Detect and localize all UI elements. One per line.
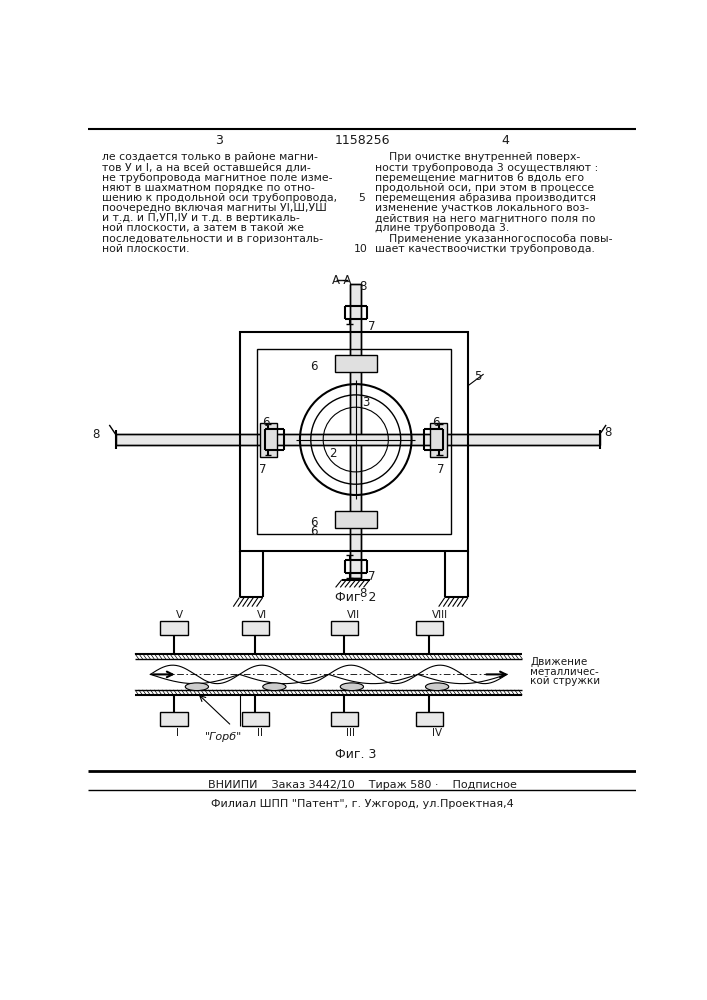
Bar bbox=[335, 355, 378, 372]
Bar bbox=[242, 621, 269, 635]
Text: При очистке внутренней поверх-: При очистке внутренней поверх- bbox=[375, 152, 580, 162]
Text: 5: 5 bbox=[474, 370, 481, 383]
Bar bbox=[260, 423, 277, 457]
Bar bbox=[331, 712, 358, 726]
Text: шению к продольной оси трубопровода,: шению к продольной оси трубопровода, bbox=[103, 193, 337, 203]
Text: и т.д. и П,УП,IУ и т.д. в вертикаль-: и т.д. и П,УП,IУ и т.д. в вертикаль- bbox=[103, 213, 300, 223]
Bar bbox=[416, 621, 443, 635]
Text: последовательности и в горизонталь-: последовательности и в горизонталь- bbox=[103, 234, 323, 244]
Text: ной плоскости.: ной плоскости. bbox=[103, 244, 189, 254]
Text: действия на него магнитного поля по: действия на него магнитного поля по bbox=[375, 213, 595, 223]
Bar bbox=[335, 511, 378, 528]
Text: 8: 8 bbox=[360, 280, 367, 293]
Text: тов У и I, а на всей оставшейся дли-: тов У и I, а на всей оставшейся дли- bbox=[103, 163, 311, 173]
Text: продольной оси, при этом в процессе: продольной оси, при этом в процессе bbox=[375, 183, 595, 193]
Text: 6: 6 bbox=[310, 516, 317, 529]
Text: няют в шахматном порядке по отно-: няют в шахматном порядке по отно- bbox=[103, 183, 315, 193]
Text: I: I bbox=[176, 728, 179, 738]
Bar bbox=[430, 423, 448, 457]
Text: 7: 7 bbox=[259, 463, 267, 476]
Text: 3: 3 bbox=[362, 396, 369, 409]
Text: 8: 8 bbox=[604, 426, 611, 439]
Text: VI: VI bbox=[257, 610, 267, 620]
Text: 6: 6 bbox=[310, 525, 317, 538]
Text: ной плоскости, а затем в такой же: ной плоскости, а затем в такой же bbox=[103, 223, 304, 233]
Text: Филиал ШПП "Патент", г. Ужгород, ул.Проектная,4: Филиал ШПП "Патент", г. Ужгород, ул.Прое… bbox=[211, 799, 513, 809]
Text: поочередно включая магниты УI,Ш,УШ: поочередно включая магниты УI,Ш,УШ bbox=[103, 203, 327, 213]
Text: 6: 6 bbox=[310, 360, 317, 373]
Text: Фиг. 3: Фиг. 3 bbox=[335, 748, 376, 761]
Text: Фиг. 2: Фиг. 2 bbox=[335, 591, 376, 604]
Ellipse shape bbox=[263, 683, 286, 691]
Bar bbox=[416, 712, 443, 726]
Text: 6: 6 bbox=[432, 416, 439, 429]
Text: VII: VII bbox=[346, 610, 360, 620]
Text: "Горб": "Горб" bbox=[204, 732, 242, 742]
Text: металличес-: металличес- bbox=[530, 667, 599, 677]
Bar bbox=[242, 712, 269, 726]
Text: Движение: Движение bbox=[530, 657, 588, 667]
Text: 10: 10 bbox=[354, 244, 368, 254]
Text: перемещения абразива производится: перемещения абразива производится bbox=[375, 193, 596, 203]
Bar bbox=[115, 434, 600, 445]
Text: ности трубопровода 3 осуществляют :: ности трубопровода 3 осуществляют : bbox=[375, 163, 598, 173]
Text: Применение указанногоспособа повы-: Применение указанногоспособа повы- bbox=[375, 234, 613, 244]
Bar bbox=[160, 712, 187, 726]
Bar bbox=[351, 284, 361, 578]
Text: VIII: VIII bbox=[432, 610, 448, 620]
Text: перемещение магнитов 6 вдоль его: перемещение магнитов 6 вдоль его bbox=[375, 173, 584, 183]
Ellipse shape bbox=[340, 683, 363, 691]
Text: 5: 5 bbox=[358, 193, 365, 203]
Text: II: II bbox=[257, 728, 263, 738]
Text: не трубопровода магнитное поле изме-: не трубопровода магнитное поле изме- bbox=[103, 173, 333, 183]
Text: 1158256: 1158256 bbox=[334, 134, 390, 147]
Bar bbox=[257, 349, 451, 534]
Text: шает качествоочистки трубопровода.: шает качествоочистки трубопровода. bbox=[375, 244, 595, 254]
Text: длине трубопровода 3.: длине трубопровода 3. bbox=[375, 223, 509, 233]
Ellipse shape bbox=[426, 683, 449, 691]
Text: 3: 3 bbox=[215, 134, 223, 147]
Text: III: III bbox=[346, 728, 356, 738]
Text: 2: 2 bbox=[329, 447, 336, 460]
Text: 8: 8 bbox=[360, 587, 367, 600]
Text: кой стружки: кой стружки bbox=[530, 676, 600, 686]
Bar bbox=[331, 621, 358, 635]
Text: изменение участков локального воз-: изменение участков локального воз- bbox=[375, 203, 589, 213]
Bar bbox=[160, 621, 187, 635]
Ellipse shape bbox=[185, 683, 209, 691]
Bar bbox=[240, 332, 468, 551]
Text: А-А: А-А bbox=[332, 274, 352, 287]
Text: 7: 7 bbox=[437, 463, 445, 476]
Text: ле создается только в районе магни-: ле создается только в районе магни- bbox=[103, 152, 318, 162]
Text: 7: 7 bbox=[368, 570, 375, 583]
Text: 6: 6 bbox=[262, 416, 269, 429]
Text: ВНИИПИ    Заказ 3442/10    Тираж 580 ·    Подписное: ВНИИПИ Заказ 3442/10 Тираж 580 · Подписн… bbox=[208, 780, 516, 790]
Text: 4: 4 bbox=[501, 134, 509, 147]
Text: V: V bbox=[176, 610, 183, 620]
Text: 8: 8 bbox=[92, 428, 100, 441]
Text: IV: IV bbox=[432, 728, 442, 738]
Text: 7: 7 bbox=[368, 320, 375, 333]
